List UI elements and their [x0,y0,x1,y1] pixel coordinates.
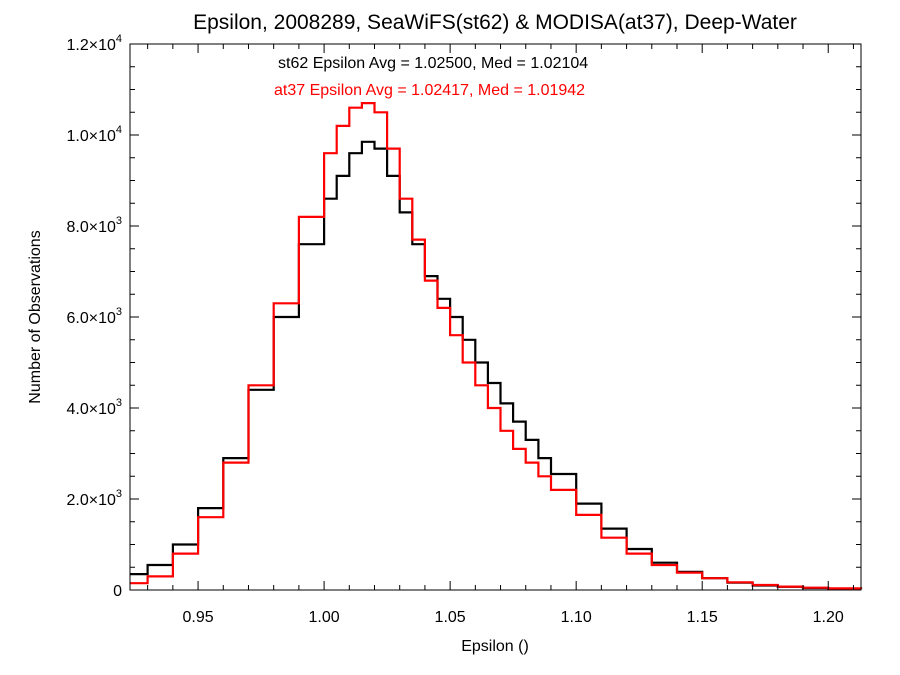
chart-title: Epsilon, 2008289, SeaWiFS(st62) & MODISA… [193,11,797,34]
x-axis-label: Epsilon () [461,638,529,655]
x-tick-label: 0.95 [182,609,213,626]
series-layer [130,102,863,590]
x-tick-label: 1.15 [687,609,718,626]
legend-st62: st62 Epsilon Avg = 1.02500, Med = 1.0210… [278,55,588,72]
x-tick-label: 1.20 [813,609,844,626]
y-axis: 0 2.0×103 4.0×103 6.0×103 8.0×103 1.0×104 1.2×… [66,33,861,600]
y-tick-label: 8.0×103 [66,215,122,236]
x-axis: 0.95 1.00 1.05 1.10 1.15 1.20 [147,44,854,626]
y-tick-label: 1.2×104 [66,33,122,54]
y-tick-label: 6.0×103 [66,306,122,327]
x-tick-label: 1.00 [309,609,340,626]
x-tick-label: 1.10 [561,609,592,626]
y-tick-label: 4.0×103 [66,397,122,418]
x-tick-label: 1.05 [435,609,466,626]
y-tick-label: 2.0×103 [66,488,122,509]
series-line-at37 [130,102,863,590]
y-tick-label: 0 [113,583,122,600]
y-axis-label: Number of Observations [27,230,44,403]
legend-at37: at37 Epsilon Avg = 1.02417, Med = 1.0194… [274,82,585,99]
y-tick-label: 1.0×104 [66,124,122,145]
